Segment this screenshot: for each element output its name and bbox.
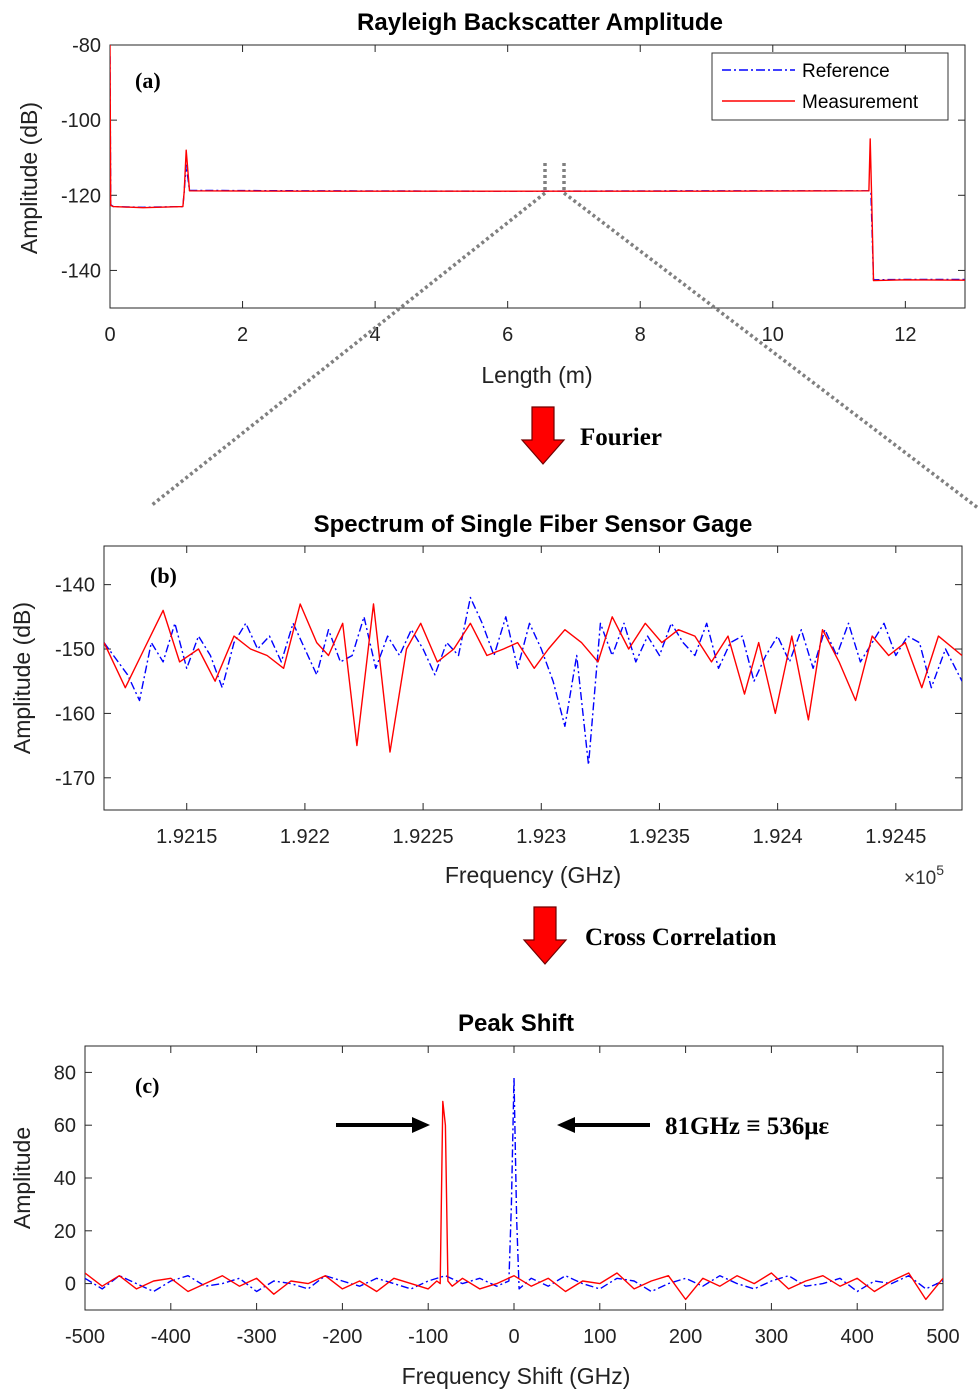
x-tick-label: 500: [926, 1326, 959, 1348]
fourier-step: Fourier: [520, 406, 662, 465]
y-tick-label: 20: [54, 1221, 76, 1243]
panel-label-c: (c): [135, 1073, 159, 1098]
panel-label-a: (a): [135, 68, 161, 93]
x-tick-label: 300: [755, 1326, 788, 1348]
chart-title-c: Peak Shift: [458, 1010, 574, 1037]
x-tick-label: 100: [583, 1326, 616, 1348]
axis-ticks-b: 1.9215 1.922 1.9225 1.923 1.9235 1.924 1.9245 -…: [55, 546, 962, 848]
x-axis-label-c: Frequency Shift (GHz): [402, 1363, 631, 1389]
x-tick-label: 10: [762, 324, 784, 346]
series-line-measurement: [85, 1100, 943, 1301]
fourier-label: Fourier: [580, 424, 662, 451]
y-tick-label: 60: [54, 1115, 76, 1137]
chart-title-a: Rayleigh Backscatter Amplitude: [357, 9, 723, 36]
y-tick-label: -80: [72, 35, 101, 57]
strain-annotation: 81GHz ≡ 536με: [665, 1113, 829, 1140]
x-axis-label-a: Length (m): [481, 362, 592, 388]
y-axis-label-c: Amplitude: [9, 1127, 35, 1229]
x-tick-label: 0: [508, 1326, 519, 1348]
x-tick-label: 1.9225: [393, 826, 454, 848]
series-lines-c: [85, 1076, 943, 1301]
chart-panel-a: Rayleigh Backscatter Amplitude 0 2 4 6 8 10 12…: [16, 9, 966, 388]
x-tick-label: 200: [669, 1326, 702, 1348]
chart-title-b: Spectrum of Single Fiber Sensor Gage: [314, 511, 753, 538]
y-tick-label: 0: [65, 1274, 76, 1296]
panel-label-b: (b): [150, 563, 177, 588]
legend-label-measurement: Measurement: [802, 92, 919, 113]
plot-area-b: [103, 545, 963, 811]
x-tick-label: -200: [322, 1326, 362, 1348]
x-tick-label: 4: [370, 324, 381, 346]
x-multiplier-base: ×10: [904, 868, 936, 889]
legend-a: Reference Measurement: [711, 52, 949, 121]
peak-pointers: [336, 1117, 650, 1133]
x-tick-label: 1.924: [753, 826, 803, 848]
axis-ticks-a: 0 2 4 6 8 10 12 -80 -100 -120 -140: [61, 35, 965, 346]
x-tick-label: -400: [151, 1326, 191, 1348]
x-tick-label: 1.9245: [865, 826, 926, 848]
x-axis-label-b: Frequency (GHz): [445, 862, 621, 888]
series-line-reference: [104, 596, 962, 766]
series-lines-a: [110, 45, 965, 282]
x-tick-label: 6: [502, 324, 513, 346]
x-tick-label: 1.9235: [629, 826, 690, 848]
chart-panel-b: Spectrum of Single Fiber Sensor Gage 1.9…: [9, 511, 963, 889]
right-arrow-head: [412, 1117, 430, 1133]
x-tick-label: 8: [635, 324, 646, 346]
zoom-line-right: [562, 191, 978, 510]
down-arrow-icon: [522, 906, 568, 965]
x-tick-label: 12: [894, 324, 916, 346]
y-tick-label: -140: [61, 260, 101, 282]
x-tick-label: -500: [65, 1326, 105, 1348]
down-arrow-icon: [520, 406, 566, 465]
x-tick-label: 1.9215: [156, 826, 217, 848]
y-tick-label: -160: [55, 703, 95, 725]
series-line-measurement: [110, 45, 965, 282]
y-tick-label: 40: [54, 1168, 76, 1190]
cross-correlation-label: Cross Correlation: [585, 924, 777, 951]
chart-panel-c: Peak Shift -500 -400 -300 -200 -100 0 100 200 30…: [9, 1010, 960, 1389]
y-axis-label-a: Amplitude (dB): [16, 102, 42, 254]
y-tick-label: -120: [61, 185, 101, 207]
y-axis-label-b: Amplitude (dB): [9, 602, 35, 754]
x-tick-label: -300: [237, 1326, 277, 1348]
y-tick-label: -140: [55, 575, 95, 597]
left-arrow-head: [557, 1117, 575, 1133]
y-tick-label: -150: [55, 639, 95, 661]
cross-correlation-step: Cross Correlation: [522, 906, 777, 965]
x-tick-label: 1.922: [280, 826, 330, 848]
x-tick-label: 1.923: [516, 826, 566, 848]
y-tick-label: -100: [61, 110, 101, 132]
legend-box: [711, 52, 949, 121]
series-lines-b: [104, 596, 962, 766]
axis-ticks-c: -500 -400 -300 -200 -100 0 100 200 300 400 500 0 20 4…: [54, 1046, 960, 1348]
x-axis-multiplier: ×105: [904, 862, 944, 889]
x-tick-label: 0: [104, 324, 115, 346]
x-multiplier-exponent: 5: [936, 862, 944, 878]
x-tick-label: 2: [237, 324, 248, 346]
y-tick-label: -170: [55, 768, 95, 790]
series-line-measurement: [104, 603, 962, 753]
y-tick-label: 80: [54, 1062, 76, 1084]
x-tick-label: -100: [408, 1326, 448, 1348]
zoom-indicator: [150, 163, 978, 510]
legend-label-reference: Reference: [802, 61, 890, 82]
x-tick-label: 400: [841, 1326, 874, 1348]
